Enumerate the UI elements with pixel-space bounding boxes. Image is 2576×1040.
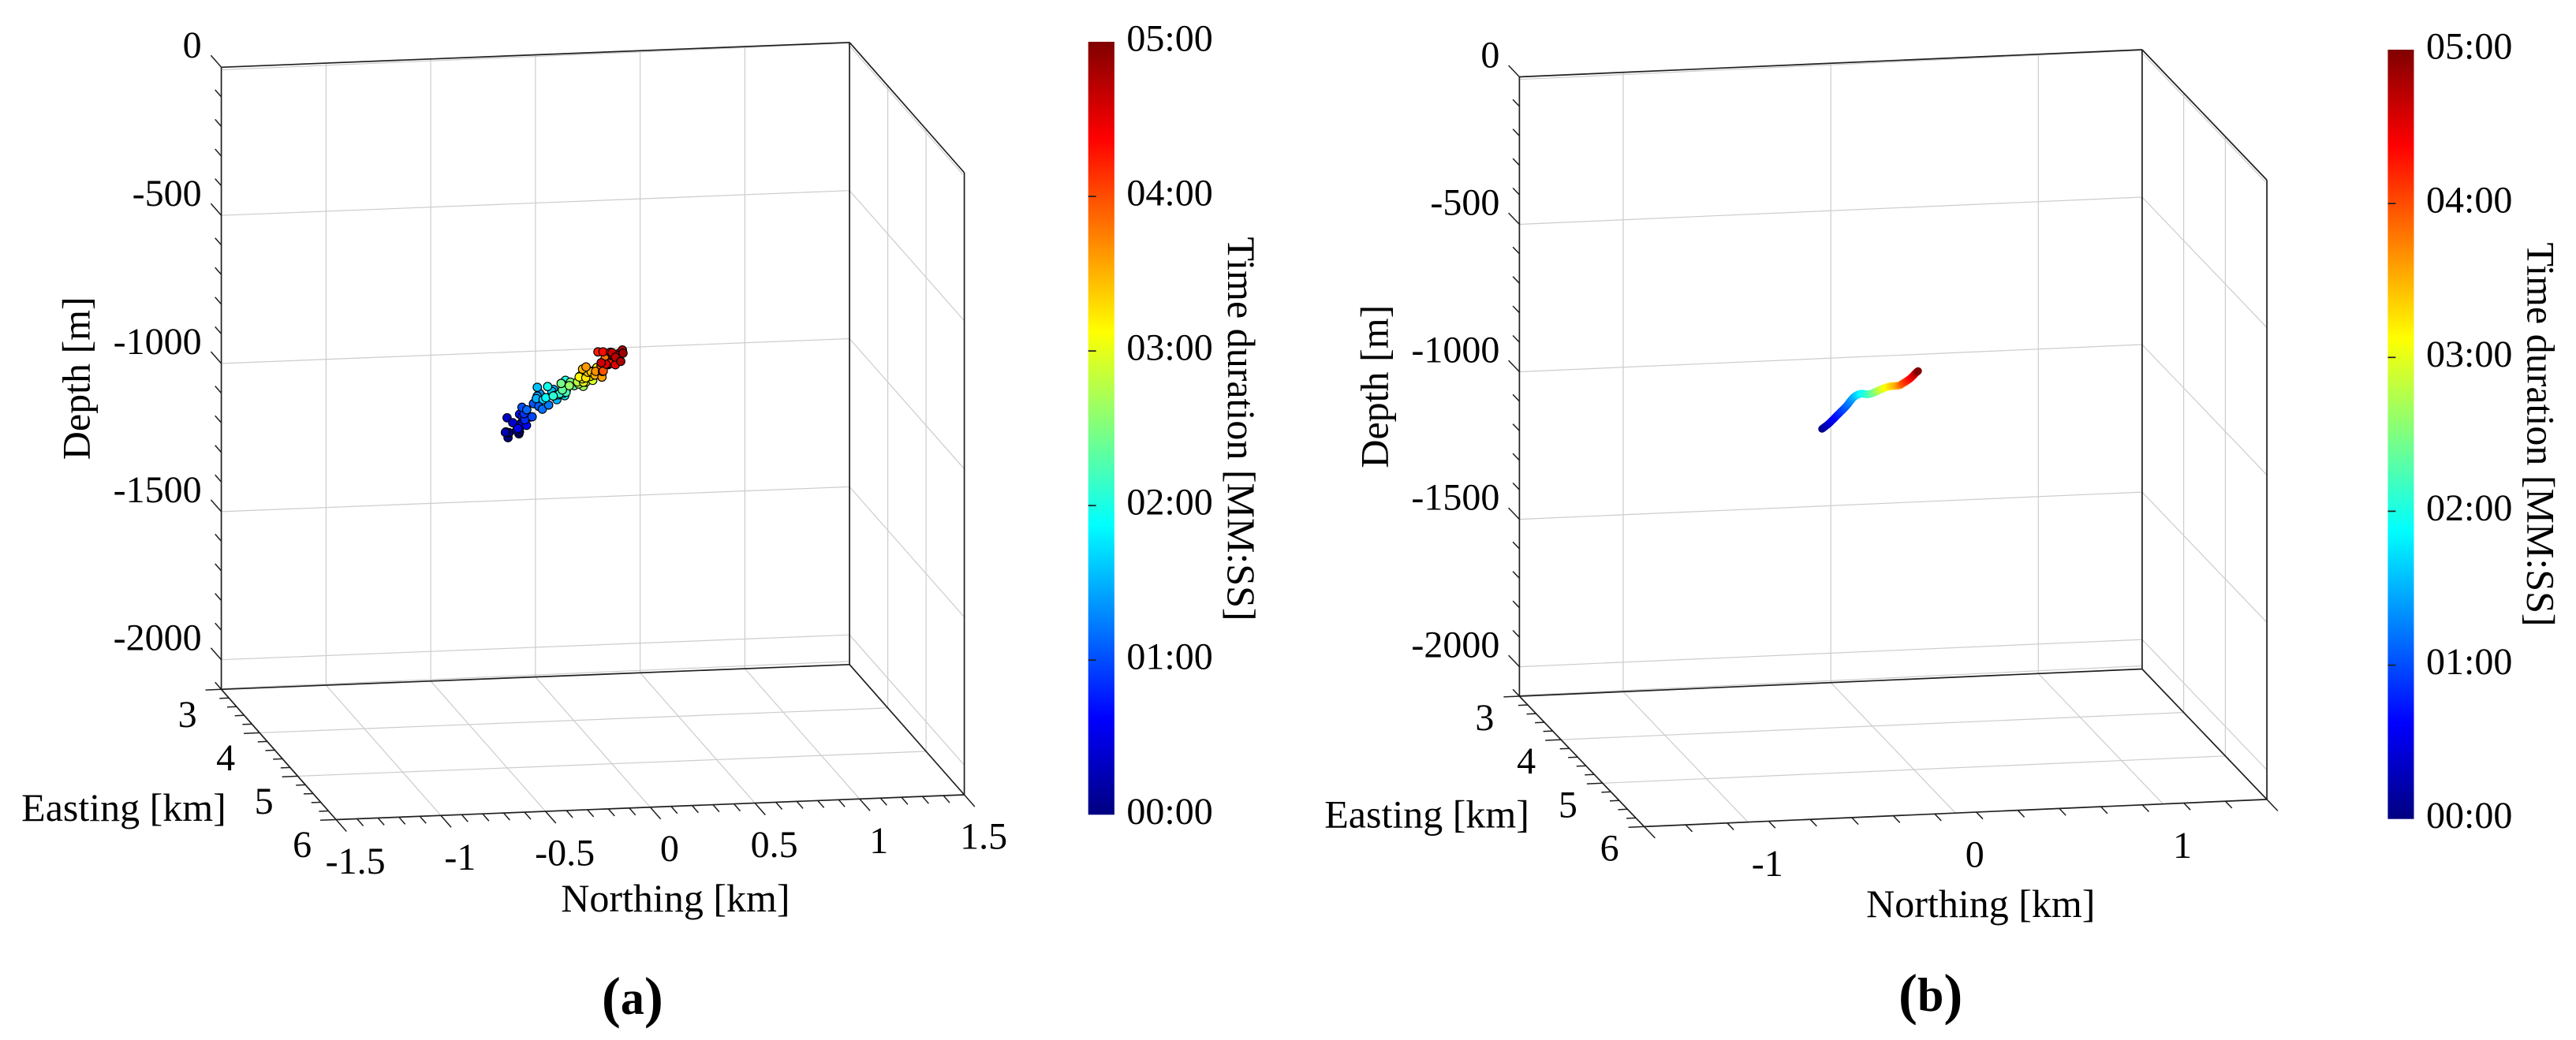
svg-text:Easting [km]: Easting [km] <box>21 785 226 829</box>
svg-text:Northing [km]: Northing [km] <box>1866 882 2095 926</box>
svg-text:5: 5 <box>255 781 274 822</box>
svg-text:Depth [m]: Depth [m] <box>54 296 99 460</box>
svg-text:03:00: 03:00 <box>2426 334 2512 375</box>
svg-text:0: 0 <box>183 24 202 66</box>
svg-text:02:00: 02:00 <box>2426 487 2512 529</box>
svg-text:-1: -1 <box>444 837 476 878</box>
svg-text:6: 6 <box>1600 827 1619 869</box>
svg-text:05:00: 05:00 <box>1126 18 1212 60</box>
svg-text:0.5: 0.5 <box>751 824 798 866</box>
svg-text:00:00: 00:00 <box>1126 791 1212 833</box>
svg-text:-1.5: -1.5 <box>326 841 386 882</box>
svg-text:Time duration [MM:SS]: Time duration [MM:SS] <box>1219 237 1264 621</box>
svg-text:Time duration [MM:SS]: Time duration [MM:SS] <box>2519 242 2563 626</box>
svg-text:04:00: 04:00 <box>2426 180 2512 222</box>
svg-text:(b): (b) <box>1898 963 1962 1026</box>
svg-text:-0.5: -0.5 <box>535 833 595 874</box>
svg-text:6: 6 <box>293 824 312 866</box>
svg-text:-1000: -1000 <box>1411 329 1499 371</box>
svg-text:3: 3 <box>178 694 197 736</box>
svg-text:05:00: 05:00 <box>2426 26 2512 68</box>
svg-text:0: 0 <box>1480 34 1499 76</box>
svg-text:Easting [km]: Easting [km] <box>1324 792 1529 837</box>
svg-text:0: 0 <box>660 828 679 870</box>
svg-text:-1000: -1000 <box>114 321 202 363</box>
svg-text:01:00: 01:00 <box>1126 636 1212 678</box>
svg-text:Depth [m]: Depth [m] <box>1352 305 1396 468</box>
svg-text:1.5: 1.5 <box>960 816 1007 858</box>
svg-text:02:00: 02:00 <box>1126 482 1212 524</box>
svg-text:4: 4 <box>216 737 235 779</box>
svg-text:-500: -500 <box>1430 181 1499 223</box>
svg-text:4: 4 <box>1517 740 1536 782</box>
svg-text:-1500: -1500 <box>114 469 202 511</box>
svg-text:-2000: -2000 <box>114 617 202 659</box>
svg-text:-1: -1 <box>1752 843 1783 885</box>
svg-text:-2000: -2000 <box>1411 624 1499 666</box>
svg-text:01:00: 01:00 <box>2426 641 2512 683</box>
svg-text:-500: -500 <box>133 173 202 214</box>
svg-text:03:00: 03:00 <box>1126 327 1212 369</box>
svg-text:(a): (a) <box>602 966 663 1029</box>
svg-text:1: 1 <box>2173 825 2192 867</box>
svg-text:04:00: 04:00 <box>1126 173 1212 214</box>
svg-text:00:00: 00:00 <box>2426 795 2512 837</box>
svg-text:-1500: -1500 <box>1411 477 1499 519</box>
svg-text:5: 5 <box>1559 784 1577 826</box>
svg-text:Northing [km]: Northing [km] <box>561 876 790 920</box>
svg-text:3: 3 <box>1475 697 1494 739</box>
svg-text:0: 0 <box>1966 834 1984 876</box>
svg-text:1: 1 <box>869 820 888 862</box>
